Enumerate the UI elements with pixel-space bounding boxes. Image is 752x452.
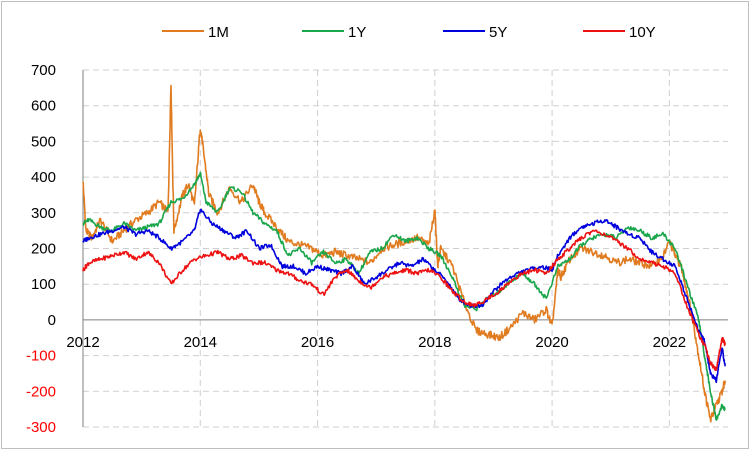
y-tick-label: 100: [31, 276, 56, 293]
y-tick-label: -300: [26, 419, 56, 436]
legend-label-1y: 1Y: [348, 24, 366, 41]
x-tick-labels: 2012 2014 2016 2018 2020 2022: [66, 334, 686, 351]
y-tick-label: 0: [48, 312, 56, 329]
y-tick-label: 700: [31, 62, 56, 79]
series-lines: [82, 84, 726, 423]
y-tick-labels: 700 600 500 400 300 200 100 0 -100 -200 -300: [26, 62, 56, 436]
x-tick-label: 2012: [66, 334, 99, 351]
x-tick-label: 2022: [653, 334, 686, 351]
legend-label-10y: 10Y: [629, 24, 656, 41]
series-line-10y: [82, 229, 726, 372]
x-tick-label: 2018: [418, 334, 451, 351]
series-line-5y: [82, 208, 726, 384]
y-tick-label: 600: [31, 98, 56, 115]
x-tick-label: 2016: [301, 334, 334, 351]
y-tick-label: 400: [31, 169, 56, 186]
series-line-1m: [82, 84, 726, 423]
y-tick-label: -200: [26, 383, 56, 400]
x-tick-label: 2014: [184, 334, 217, 351]
series-line-1y: [82, 171, 726, 421]
x-tick-label: 2020: [535, 334, 568, 351]
y-tick-label: 500: [31, 133, 56, 150]
axes: [82, 70, 728, 427]
legend-label-5y: 5Y: [489, 24, 507, 41]
y-tick-label: 300: [31, 205, 56, 222]
legend-label-1m: 1M: [208, 24, 229, 41]
grid-lines: [83, 69, 728, 428]
y-tick-label: -100: [26, 348, 56, 365]
y-tick-label: 200: [31, 241, 56, 258]
legend: 1M 1Y 5Y 10Y: [162, 24, 656, 41]
